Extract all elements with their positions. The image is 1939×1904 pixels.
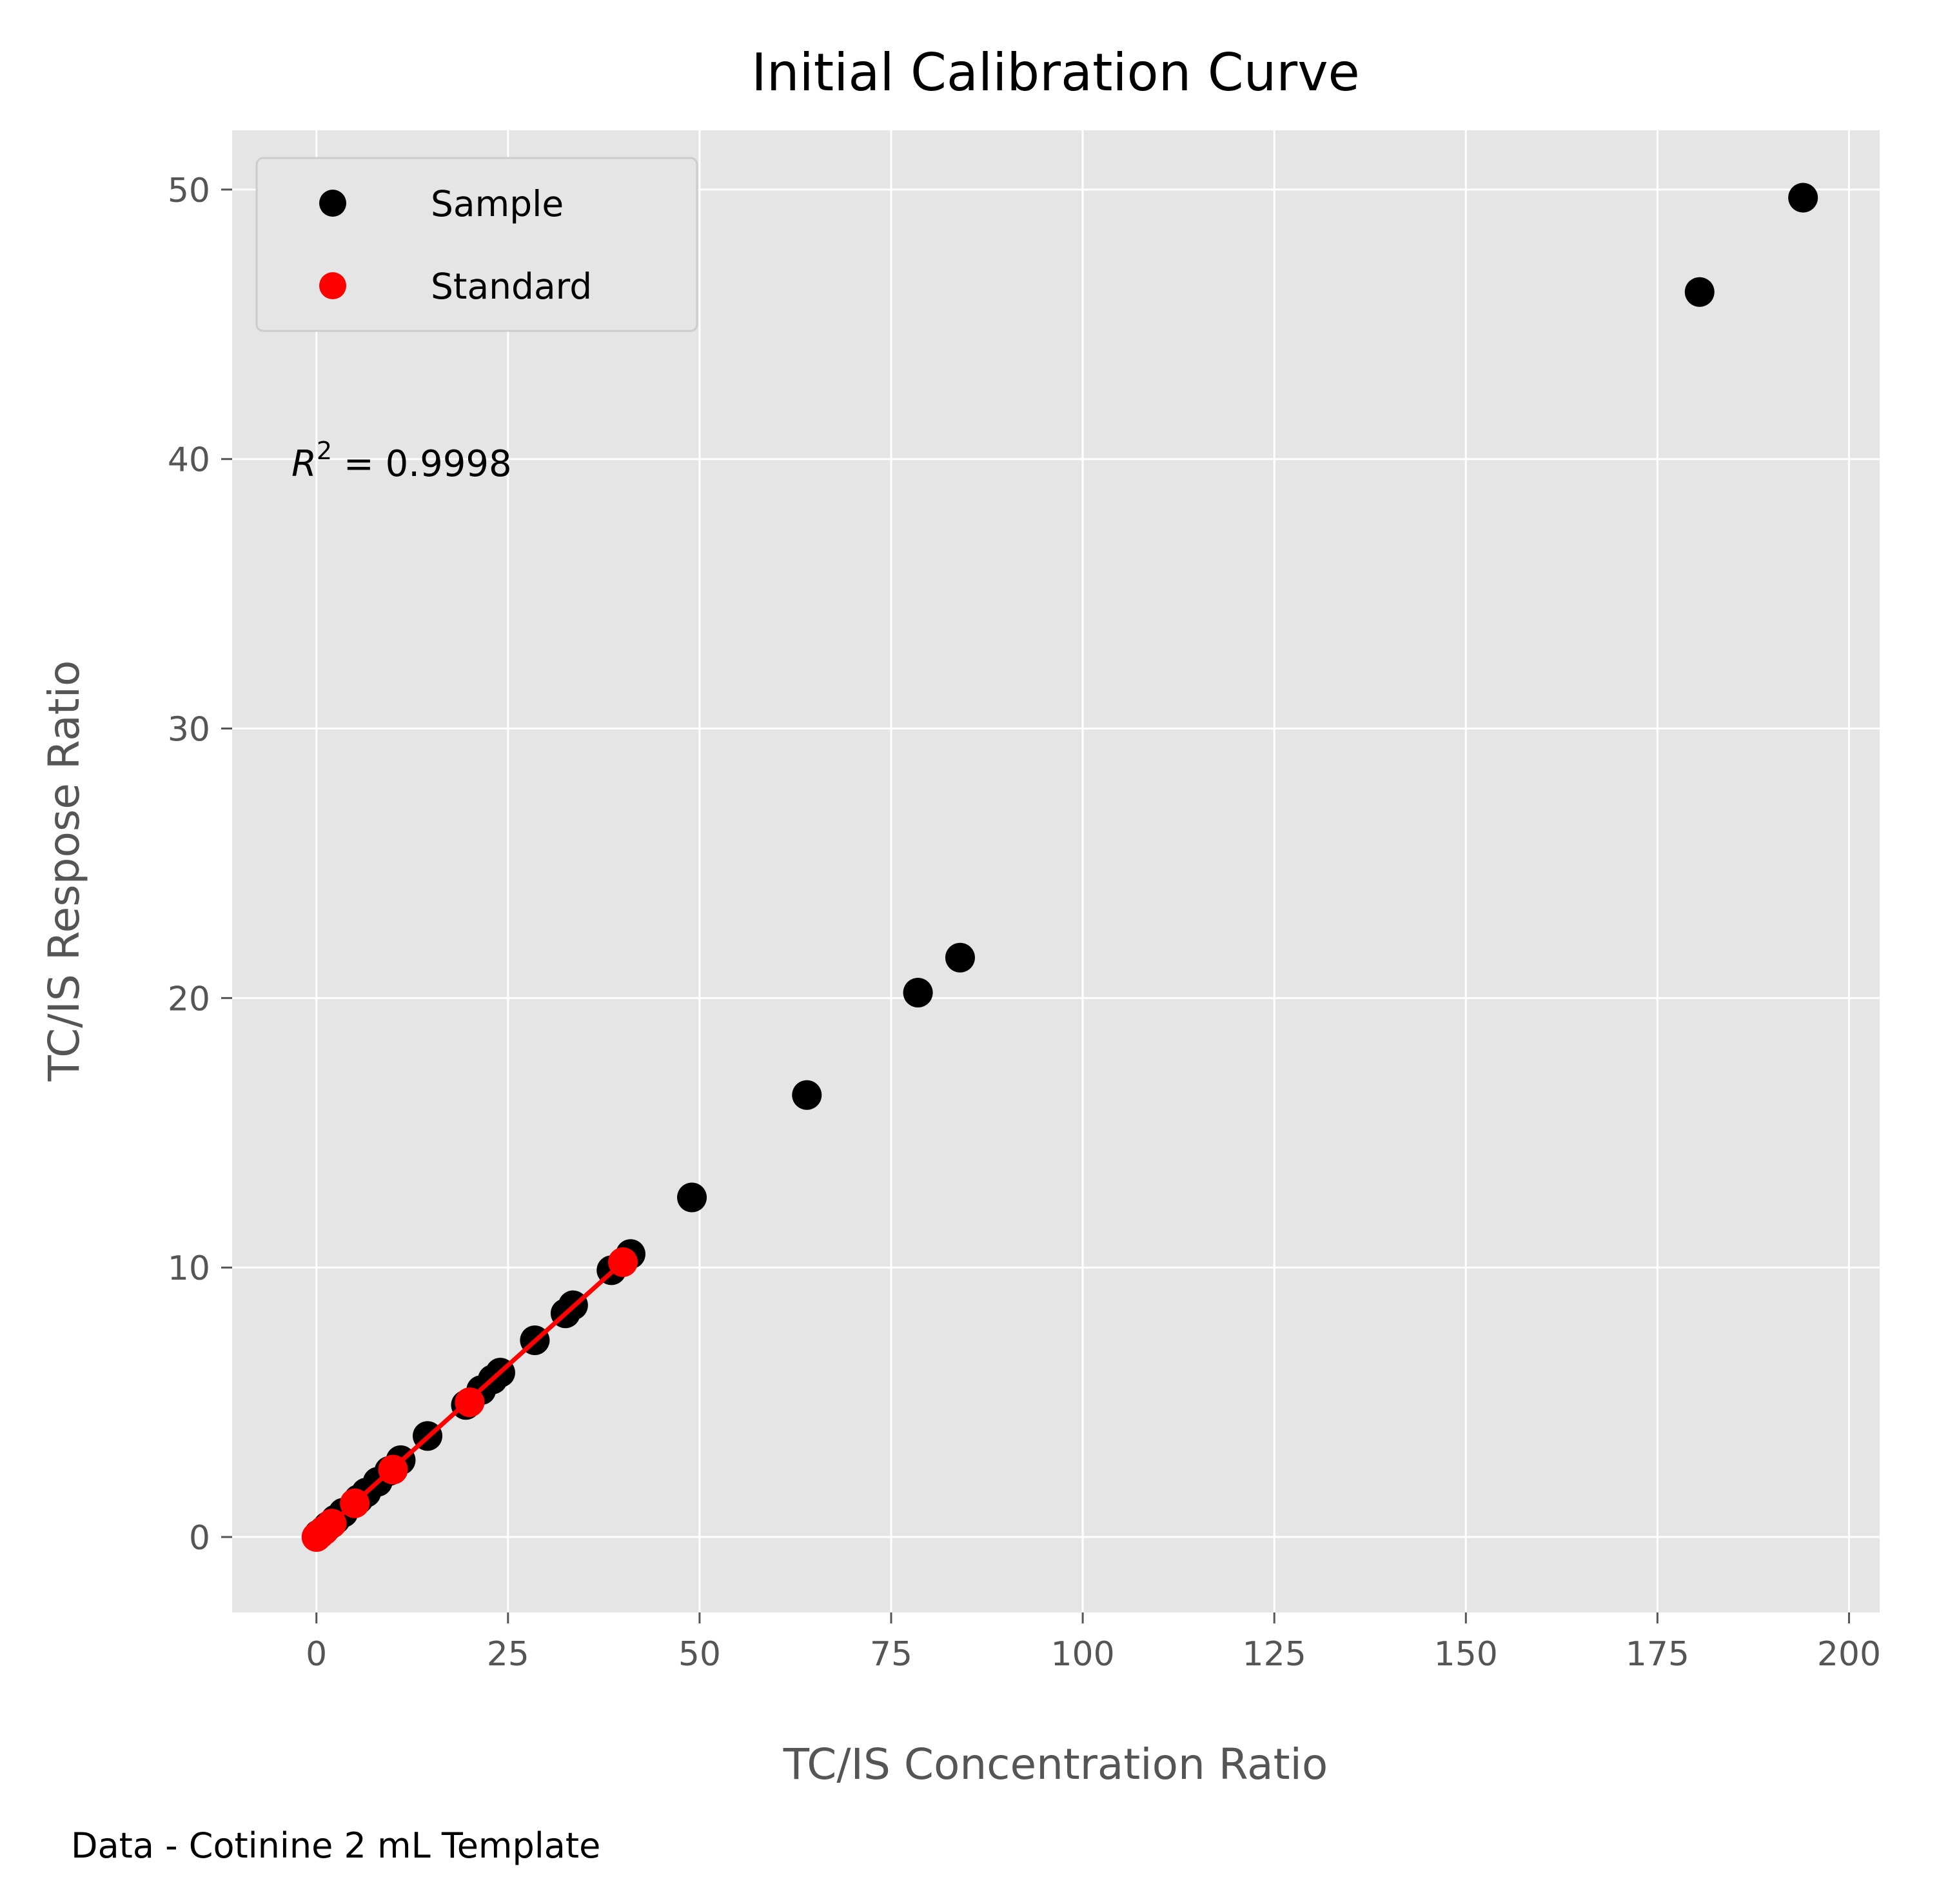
standard-point bbox=[608, 1247, 638, 1277]
sample-point bbox=[903, 978, 933, 1008]
sample-point bbox=[677, 1182, 707, 1213]
sample-point bbox=[1684, 277, 1715, 307]
sample-point bbox=[1788, 183, 1818, 213]
y-tick-label: 30 bbox=[168, 711, 210, 749]
x-tick-label: 125 bbox=[1243, 1635, 1306, 1674]
sample-point bbox=[792, 1080, 822, 1110]
legend-box bbox=[255, 157, 698, 332]
legend-marker-sample bbox=[319, 190, 346, 217]
standard-point bbox=[455, 1387, 485, 1418]
x-tick-label: 150 bbox=[1434, 1635, 1498, 1674]
legend-marker-standard bbox=[319, 272, 346, 299]
x-tick-label: 100 bbox=[1050, 1635, 1114, 1674]
data-marks bbox=[301, 183, 1818, 1552]
standard-point bbox=[317, 1509, 347, 1539]
x-tick-label: 0 bbox=[306, 1635, 327, 1674]
r-squared-prefix: R bbox=[291, 443, 317, 485]
axis-ticks: 0 25 50 75 100 125 150 175 200 0 10 20 30 40 50 bbox=[168, 172, 1881, 1674]
r-squared-superscript: 2 bbox=[317, 437, 332, 465]
chart-title: Initial Calibration Curve bbox=[751, 43, 1360, 103]
y-tick-label: 10 bbox=[168, 1249, 210, 1288]
legend-label-sample: Sample bbox=[431, 183, 564, 224]
legend-label-standard: Standard bbox=[431, 266, 592, 307]
x-tick-label: 50 bbox=[678, 1635, 721, 1674]
x-tick-label: 200 bbox=[1817, 1635, 1881, 1674]
x-tick-label: 75 bbox=[870, 1635, 912, 1674]
y-tick-label: 40 bbox=[168, 441, 210, 480]
grid bbox=[232, 130, 1880, 1612]
legend: Sample Standard bbox=[255, 157, 698, 332]
r-squared-annotation: R2 = 0.9998 bbox=[291, 437, 512, 485]
standard-point bbox=[378, 1454, 408, 1485]
x-tick-label: 175 bbox=[1626, 1635, 1689, 1674]
y-tick-label: 50 bbox=[168, 172, 210, 210]
x-tick-label: 25 bbox=[487, 1635, 529, 1674]
y-tick-label: 0 bbox=[189, 1519, 210, 1558]
y-tick-label: 20 bbox=[168, 980, 210, 1018]
footer-note: Data - Cotinine 2 mL Template bbox=[71, 1825, 600, 1866]
r-squared-value: = 0.9998 bbox=[332, 443, 511, 485]
standard-point bbox=[340, 1488, 370, 1518]
sample-point bbox=[945, 942, 975, 973]
y-axis-label: TC/IS Respose Ratio bbox=[39, 660, 89, 1082]
x-axis-label: TC/IS Concentration Ratio bbox=[783, 1740, 1328, 1789]
